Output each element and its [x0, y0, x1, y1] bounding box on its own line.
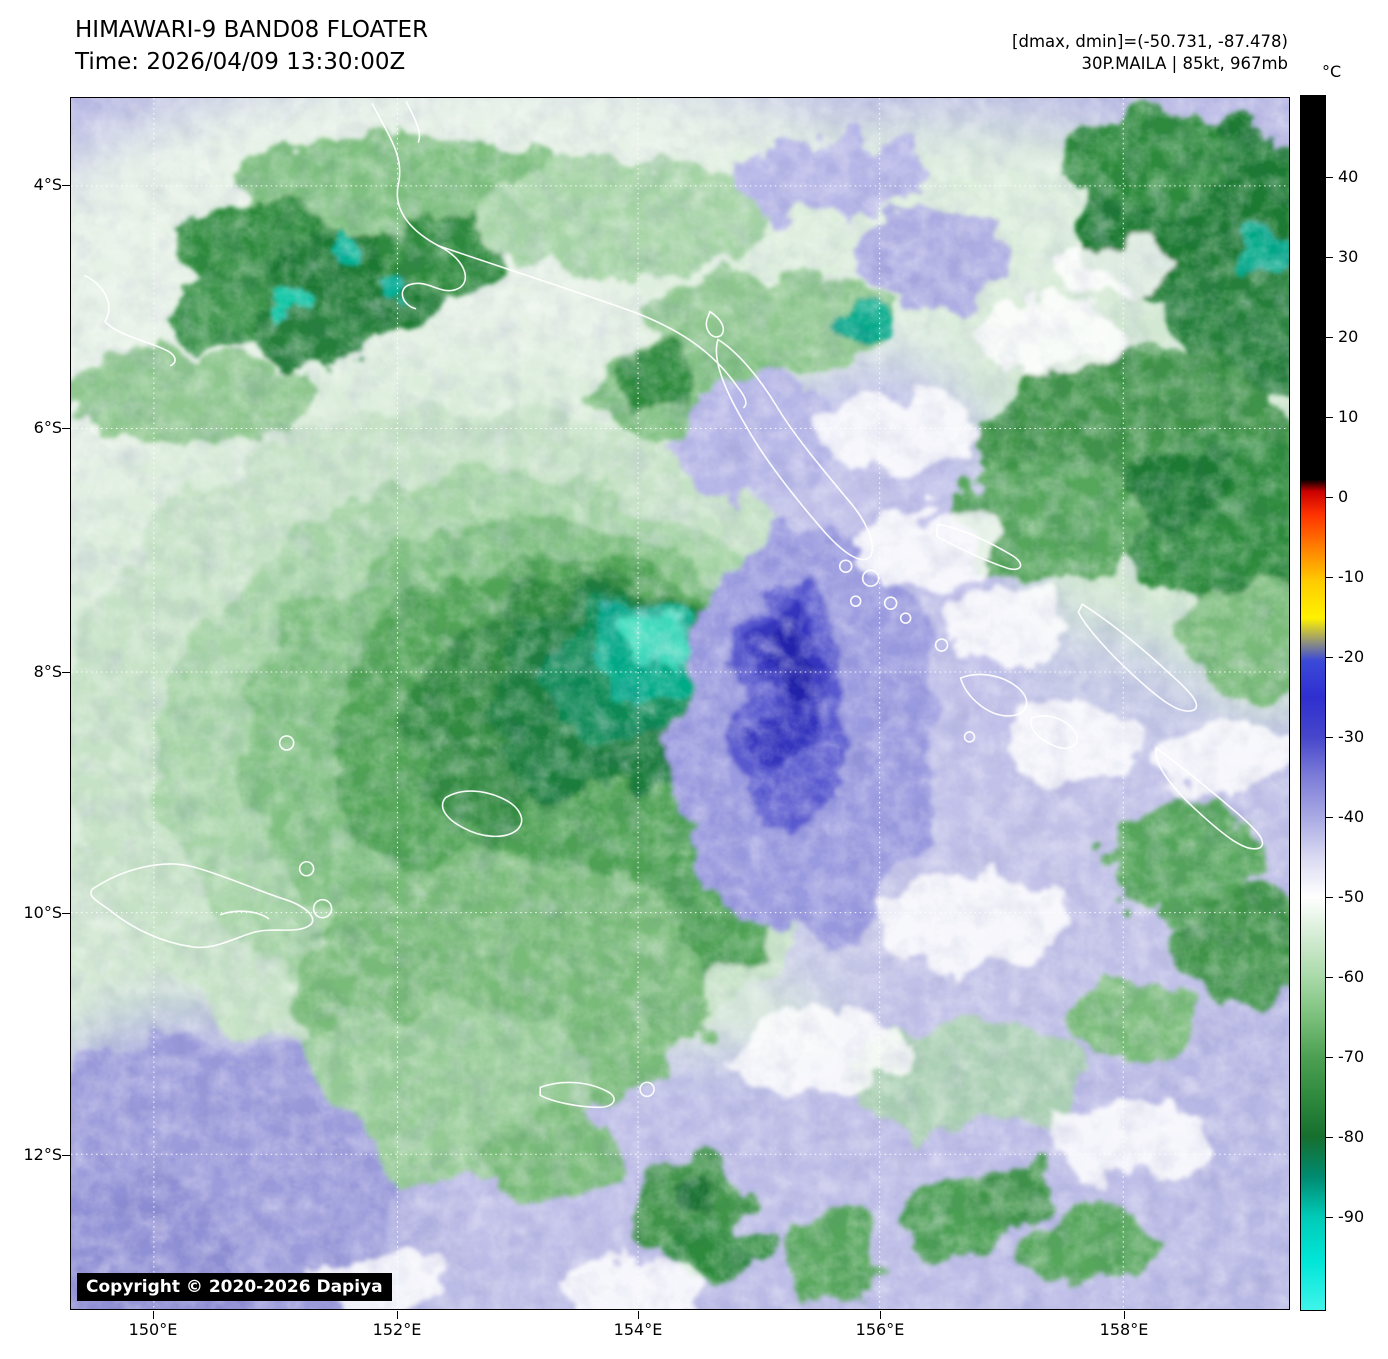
cloud-texture-dark: [71, 98, 1289, 1309]
colorbar-tick-mark: [1326, 177, 1333, 178]
copyright-badge: Copyright © 2020-2026 Dapiya: [77, 1273, 392, 1301]
colorbar-tick-mark: [1326, 1137, 1333, 1138]
colorbar-tick-mark: [1326, 577, 1333, 578]
colorbar-tick-mark: [1326, 417, 1333, 418]
axis-tick-mark: [638, 1311, 639, 1319]
lon-tick-label: 154°E: [613, 1320, 663, 1339]
colorbar-tick-mark: [1326, 737, 1333, 738]
colorbar-tick-label: -80: [1338, 1127, 1365, 1146]
lat-tick-label: 10°S: [23, 903, 62, 922]
storm-readout: 30P.MAILA | 85kt, 967mb: [1081, 54, 1288, 73]
colorbar-tick-label: 30: [1338, 247, 1359, 266]
lat-tick-label: 8°S: [33, 662, 62, 681]
colorbar-tick-mark: [1326, 1217, 1333, 1218]
colorbar-tick-mark: [1326, 657, 1333, 658]
colorbar-tick-label: -90: [1338, 1207, 1365, 1226]
colorbar-tick-mark: [1326, 497, 1333, 498]
lon-tick-label: 150°E: [128, 1320, 178, 1339]
lon-tick-label: 156°E: [855, 1320, 905, 1339]
colorbar-tick-label: -40: [1338, 807, 1365, 826]
colorbar-tick-mark: [1326, 977, 1333, 978]
colorbar-tick-label: -30: [1338, 727, 1365, 746]
lat-tick-label: 6°S: [33, 418, 62, 437]
coastlines: [84, 101, 1264, 1109]
temperature-colorbar: [1300, 95, 1326, 1311]
axis-tick-mark: [62, 185, 70, 186]
lat-tick-label: 4°S: [33, 175, 62, 194]
timestamp: Time: 2026/04/09 13:30:00Z: [75, 49, 406, 75]
axis-tick-mark: [1124, 1311, 1125, 1319]
axis-tick-mark: [62, 913, 70, 914]
range-readout: [dmax, dmin]=(-50.731, -87.478): [1012, 32, 1288, 51]
satellite-cloud-art: [71, 98, 1289, 1309]
colorbar-tick-label: 40: [1338, 167, 1359, 186]
info-readouts: [dmax, dmin]=(-50.731, -87.478) 30P.MAIL…: [1012, 31, 1288, 75]
colorbar-tick-mark: [1326, 257, 1333, 258]
colorbar-tick-label: 20: [1338, 327, 1359, 346]
colorbar-unit: °C: [1322, 62, 1342, 81]
header: HIMAWARI-9 BAND08 FLOATER Time: 2026/04/…: [75, 14, 428, 78]
graticule: [71, 98, 1289, 1309]
lat-tick-label: 12°S: [23, 1145, 62, 1164]
colorbar-tick-label: -50: [1338, 887, 1365, 906]
axis-tick-mark: [880, 1311, 881, 1319]
axis-tick-mark: [397, 1311, 398, 1319]
colorbar-tick-label: -20: [1338, 647, 1365, 666]
colorbar-tick-label: 10: [1338, 407, 1359, 426]
colorbar-tick-mark: [1326, 337, 1333, 338]
page-title: HIMAWARI-9 BAND08 FLOATER: [75, 17, 429, 43]
map-panel: Copyright © 2020-2026 Dapiya: [70, 97, 1290, 1310]
colorbar-tick-label: -70: [1338, 1047, 1365, 1066]
colorbar-tick-mark: [1326, 1057, 1333, 1058]
lon-tick-label: 158°E: [1099, 1320, 1149, 1339]
colorbar-tick-label: -60: [1338, 967, 1365, 986]
axis-tick-mark: [153, 1311, 154, 1319]
axis-tick-mark: [62, 428, 70, 429]
axis-tick-mark: [62, 672, 70, 673]
axis-tick-mark: [62, 1155, 70, 1156]
colorbar-tick-mark: [1326, 897, 1333, 898]
lon-tick-label: 152°E: [372, 1320, 422, 1339]
colorbar-tick-label: 0: [1338, 487, 1349, 506]
colorbar-tick-label: -10: [1338, 567, 1365, 586]
colorbar-tick-mark: [1326, 817, 1333, 818]
